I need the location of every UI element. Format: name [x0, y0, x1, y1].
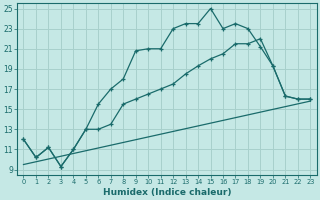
X-axis label: Humidex (Indice chaleur): Humidex (Indice chaleur)	[103, 188, 231, 197]
